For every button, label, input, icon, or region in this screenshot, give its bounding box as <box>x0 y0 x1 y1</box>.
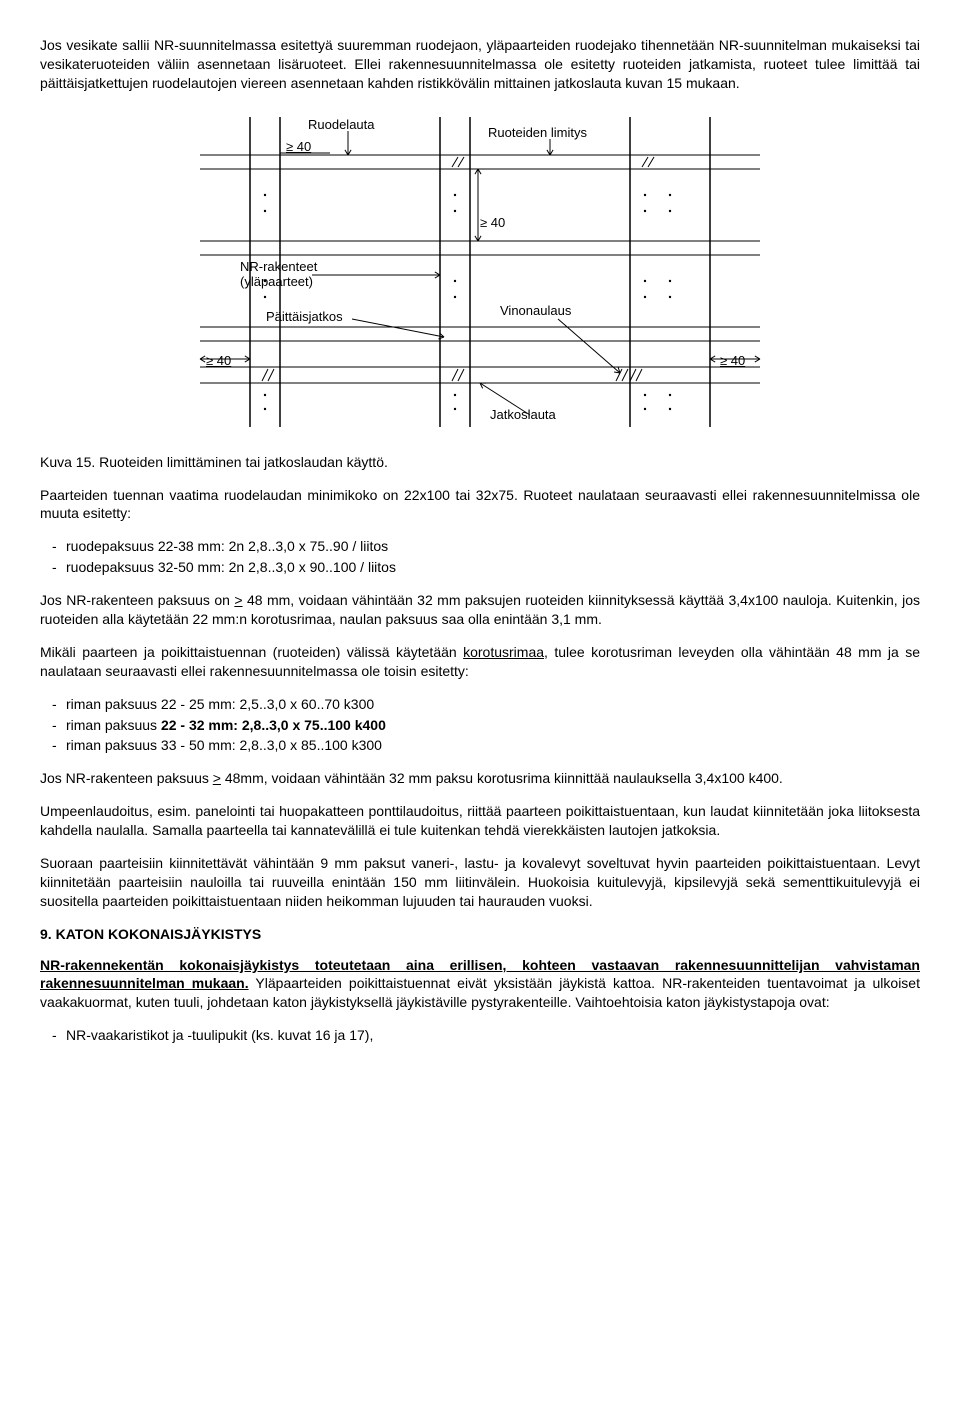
text-span: riman paksuus <box>66 717 161 733</box>
diagram-svg: Ruodelauta Ruoteiden limitys ≥ 40 ≥ 40 NR-ra… <box>180 107 780 437</box>
text-span: Mikäli paarteen ja poikittaistuennan (ru… <box>40 644 463 660</box>
diagram-kuva-15: Ruodelauta Ruoteiden limitys ≥ 40 ≥ 40 NR-ra… <box>40 107 920 437</box>
paragraph-nr-48: Jos NR-rakenteen paksuus > 48mm, voidaan… <box>40 769 920 788</box>
gte-symbol: > <box>213 770 221 786</box>
bold-span: 22 - 32 mm: 2,8..3,0 x 75..100 k400 <box>161 717 386 733</box>
list-riman-paksuus: riman paksuus 22 - 25 mm: 2,5..3,0 x 60.… <box>40 695 920 756</box>
list-item: ruodepaksuus 32-50 mm: 2n 2,8..3,0 x 90.… <box>40 558 920 577</box>
paragraph-korotusrima: Mikäli paarteen ja poikittaistuennan (ru… <box>40 643 920 681</box>
svg-text:Vinonaulaus: Vinonaulaus <box>500 303 572 318</box>
paragraph-minimikoko: Paarteiden tuennan vaatima ruodelaudan m… <box>40 486 920 524</box>
svg-text:Ruoteiden limitys: Ruoteiden limitys <box>488 125 587 140</box>
paragraph-intro: Jos vesikate sallii NR-suunnitelmassa es… <box>40 36 920 93</box>
paragraph-kokonaisjaykistys: NR-rakennekentän kokonaisjäykistys toteu… <box>40 956 920 1013</box>
svg-text:Ruodelauta: Ruodelauta <box>308 117 375 132</box>
list-item: riman paksuus 22 - 25 mm: 2,5..3,0 x 60.… <box>40 695 920 714</box>
svg-text:≥ 40: ≥ 40 <box>480 215 505 230</box>
paragraph-nr-paksuus: Jos NR-rakenteen paksuus on > 48 mm, voi… <box>40 591 920 629</box>
svg-text:≥ 40: ≥ 40 <box>720 353 745 368</box>
heading-9: 9. KATON KOKONAISJÄYKISTYS <box>40 925 920 944</box>
svg-text:≥ 40: ≥ 40 <box>286 139 311 154</box>
svg-text:≥ 40: ≥ 40 <box>206 353 231 368</box>
text-span: Jos NR-rakenteen paksuus <box>40 770 213 786</box>
svg-text:Päittäisjatkos: Päittäisjatkos <box>266 309 343 324</box>
caption-kuva-15: Kuva 15. Ruoteiden limittäminen tai jatk… <box>40 453 920 472</box>
list-item: NR-vaakaristikot ja -tuulipukit (ks. kuv… <box>40 1026 920 1045</box>
list-item: riman paksuus 33 - 50 mm: 2,8..3,0 x 85.… <box>40 736 920 755</box>
svg-text:NR-rakenteet(yläpaarteet): NR-rakenteet(yläpaarteet) <box>240 259 318 289</box>
list-jaykistystavat: NR-vaakaristikot ja -tuulipukit (ks. kuv… <box>40 1026 920 1045</box>
list-ruodepaksuus: ruodepaksuus 22-38 mm: 2n 2,8..3,0 x 75.… <box>40 537 920 577</box>
svg-text:Jatkoslauta: Jatkoslauta <box>490 407 557 422</box>
underline-term: korotusrimaa <box>463 644 544 660</box>
section-title: KATON KOKONAISJÄYKISTYS <box>52 926 262 942</box>
section-number: 9. <box>40 926 52 942</box>
gte-symbol: > <box>234 592 242 608</box>
list-item: ruodepaksuus 22-38 mm: 2n 2,8..3,0 x 75.… <box>40 537 920 556</box>
text-span: 48mm, voidaan vähintään 32 mm paksu koro… <box>221 770 783 786</box>
paragraph-vaneri: Suoraan paarteisiin kiinnitettävät vähin… <box>40 854 920 911</box>
page: Jos vesikate sallii NR-suunnitelmassa es… <box>0 0 960 1095</box>
paragraph-umpeenlaudoitus: Umpeenlaudoitus, esim. panelointi tai hu… <box>40 802 920 840</box>
list-item: riman paksuus 22 - 32 mm: 2,8..3,0 x 75.… <box>40 716 920 735</box>
text-span: Jos NR-rakenteen paksuus on <box>40 592 234 608</box>
